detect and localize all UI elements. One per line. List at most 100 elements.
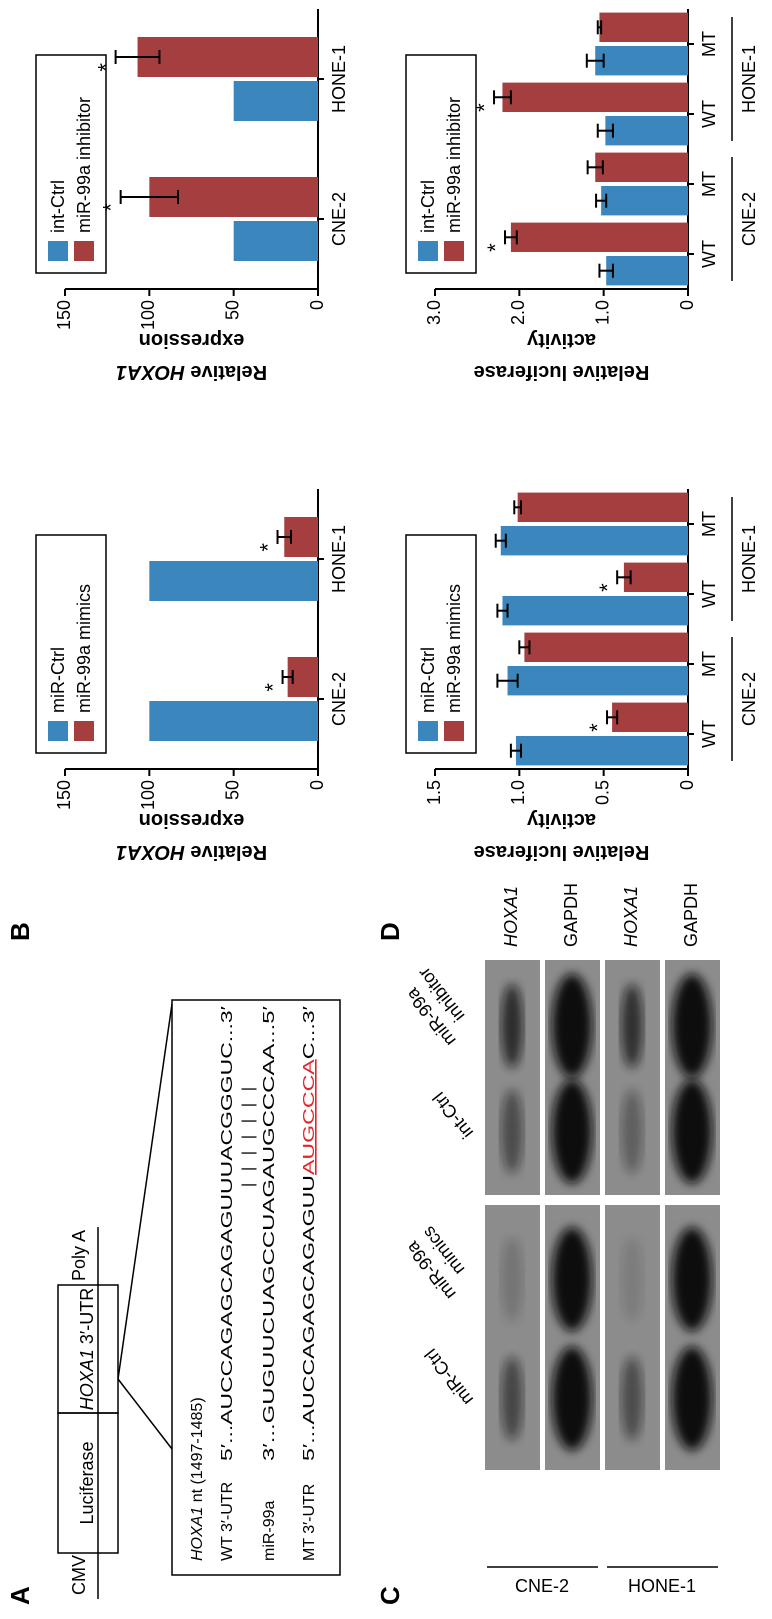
y-axis-title-part: Relative luciferase — [474, 841, 650, 863]
y-axis-title-part: expression — [139, 809, 245, 831]
bar — [284, 517, 318, 557]
bar — [515, 736, 689, 766]
y-tick-label: 0 — [307, 780, 327, 790]
utr-suffix: 3′-UTR — [77, 1288, 97, 1349]
significance-mark: * — [595, 583, 620, 592]
legend-swatch — [74, 721, 94, 741]
blot-band — [501, 1089, 523, 1174]
bar — [287, 657, 319, 697]
y-tick-label: 150 — [54, 300, 74, 330]
significance-mark: * — [483, 243, 508, 252]
significance-mark: * — [98, 203, 123, 212]
y-axis-title-part: Relative luciferase — [474, 361, 650, 383]
utr-label: HOXA1 3′-UTR — [77, 1288, 97, 1410]
legend-box — [35, 534, 107, 754]
bar — [510, 222, 688, 252]
legend-swatch — [48, 721, 68, 741]
bar — [507, 666, 688, 696]
bar — [524, 632, 688, 662]
promoter-label: CMV — [69, 1555, 89, 1595]
column-header: miR-99ainhibitor — [396, 964, 477, 1051]
legend-swatch — [444, 241, 464, 261]
x-tick-label: MT — [699, 511, 719, 537]
blot-band — [552, 1227, 592, 1332]
legend-label: int-Ctrl — [418, 180, 438, 233]
blot-background — [485, 960, 540, 1195]
group-label: CNE-2 — [739, 192, 759, 246]
sequence: 5′...AUCCAGAGCAGAGUUUACGGGUC...3′ — [219, 1006, 236, 1461]
row-label: miR-99a — [261, 1500, 278, 1561]
column-header: miR-99amimics — [401, 1223, 477, 1304]
y-axis-title-part: activity — [526, 329, 596, 351]
bar — [612, 702, 688, 732]
sequence: 3′...GUGUUCUAGCCUAGAUGCCCAA...5′ — [261, 1006, 278, 1461]
blot-band — [621, 983, 643, 1068]
bar — [233, 81, 319, 121]
polya-label: Poly A — [69, 1230, 89, 1281]
legend-swatch — [418, 721, 438, 741]
y-axis-title: Relative luciferase — [474, 361, 650, 383]
reporter-label: Luciferase — [77, 1441, 97, 1524]
y-tick-label: 0 — [677, 300, 697, 310]
bar — [149, 701, 318, 741]
y-axis-title: activity — [526, 809, 596, 831]
legend-label: miR-99a mimics — [74, 584, 94, 713]
pairing: | | | | | | | — [240, 1087, 257, 1187]
y-tick-label: 100 — [138, 780, 158, 810]
legend-label: miR-99a inhibitor — [444, 97, 464, 233]
x-tick-label: CNE-2 — [329, 672, 349, 726]
bar — [149, 561, 318, 601]
sequence: 5′...AUCCAGAGCAGAGUUAUGCCCAC...3′ — [301, 1006, 318, 1461]
x-tick-label: WT — [699, 100, 719, 128]
blot-band — [501, 1356, 523, 1441]
y-tick-label: 3.0 — [424, 300, 444, 325]
y-axis-title: Relative HOXA1 — [116, 841, 267, 863]
x-tick-label: WT — [699, 720, 719, 748]
legend-label: miR-99a mimics — [444, 584, 464, 713]
blot-band — [552, 1079, 592, 1184]
seq-part: 5′...AUCCAGAGCAGAGUU — [301, 1175, 318, 1461]
y-tick-label: 150 — [54, 780, 74, 810]
panel-letter: D — [375, 922, 405, 941]
column-header-line: miR-Ctrl — [421, 1345, 477, 1409]
x-tick-label: HONE-1 — [329, 525, 349, 593]
sequence-header: HOXA1 nt (1497-1485) — [189, 1397, 206, 1561]
cell-line-label: HONE-1 — [628, 1576, 696, 1596]
y-axis-title-part: HOXA1 — [116, 361, 185, 383]
blot-band — [621, 1237, 643, 1322]
sequence-box — [171, 999, 341, 1576]
y-tick-label: 0.5 — [592, 780, 612, 805]
column-header: miR-Ctrl — [421, 1345, 477, 1409]
legend-label: int-Ctrl — [48, 180, 68, 233]
seq-part: C...3′ — [301, 1006, 318, 1059]
blot-band — [672, 1346, 712, 1451]
legend-label: miR-Ctrl — [48, 647, 68, 713]
y-tick-label: 100 — [138, 300, 158, 330]
group-label: HONE-1 — [739, 45, 759, 113]
bar — [606, 256, 688, 286]
legend-swatch — [74, 241, 94, 261]
legend-label: miR-99a inhibitor — [74, 97, 94, 233]
blot-band — [672, 1227, 712, 1332]
band-label: HOXA1 — [621, 886, 641, 947]
y-tick-label: 1.5 — [424, 780, 444, 805]
blot-band — [552, 973, 592, 1078]
y-tick-label: 50 — [222, 300, 242, 320]
y-axis-title-part: Relative — [185, 361, 267, 383]
panel-letter: A — [5, 1586, 35, 1605]
bar — [595, 152, 689, 182]
y-axis-title-part: expression — [139, 329, 245, 351]
legend-box — [405, 54, 477, 274]
column-header: int-Ctrl — [429, 1088, 477, 1142]
legend-swatch — [48, 241, 68, 261]
legend-label: miR-Ctrl — [418, 647, 438, 713]
blot-band — [672, 1079, 712, 1184]
bar — [605, 116, 688, 146]
y-axis-title: Relative HOXA1 — [116, 361, 267, 383]
x-tick-label: MT — [699, 31, 719, 57]
cell-line-label: CNE-2 — [515, 1576, 569, 1596]
significance-mark: * — [255, 543, 280, 552]
y-axis-title: activity — [526, 329, 596, 351]
